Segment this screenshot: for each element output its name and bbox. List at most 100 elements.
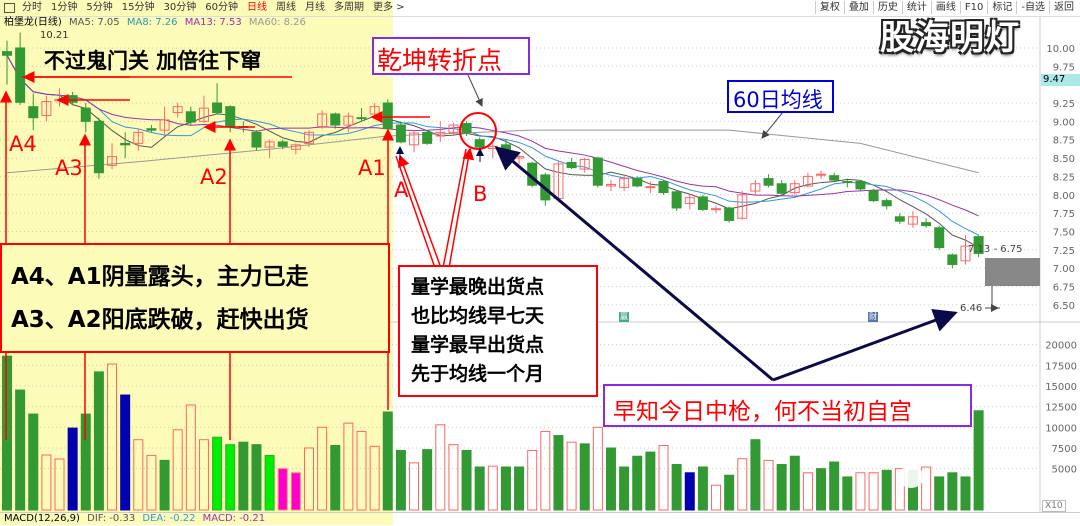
volume-bar (251, 444, 262, 511)
volume-bar (238, 441, 249, 511)
candle-body (605, 183, 616, 187)
candle-body (212, 102, 223, 114)
toolbar-button[interactable]: 统计 (901, 1, 931, 14)
volume-bar (15, 389, 26, 511)
ma8-line (6, 55, 979, 236)
toolbar-button[interactable]: 历史 (872, 1, 902, 14)
period-tab[interactable]: 更多 > (372, 2, 405, 13)
period-tab[interactable]: 1分钟 (51, 2, 78, 13)
period-tab[interactable]: 60分钟 (205, 2, 238, 13)
volume-bar (894, 468, 905, 511)
price-tick-label: 6.50 (1053, 301, 1075, 312)
period-tab[interactable]: 日线 (246, 2, 267, 13)
candle-body (317, 113, 328, 127)
volume-bar (632, 455, 643, 511)
toolbar-button[interactable]: 标记 (987, 1, 1016, 14)
candle-body (632, 178, 643, 187)
turning-point-box: 乾坤转折点 (372, 37, 530, 75)
volume-bar (448, 444, 459, 511)
volume-tick-label: 5000 (1052, 465, 1077, 476)
toolbar-button[interactable]: -自选 (1016, 1, 1049, 14)
volume-bar (776, 464, 787, 511)
volume-bar (80, 413, 91, 511)
period-tab[interactable]: 5分钟 (86, 2, 113, 13)
volume-tick-label: 12500 (1045, 403, 1077, 414)
period-toolbar: 复权 叠加 历史 统计 画线 F10 标记 -自选 返回 分时 1分钟 5分钟 15分钟 30分钟 60分… (0, 0, 1080, 17)
volume-tick-label: 17500 (1045, 361, 1077, 372)
volume-bar (921, 466, 932, 511)
label-a1: A1 (358, 156, 386, 180)
cai-badge[interactable]: 财 (868, 312, 878, 322)
candle-body (816, 173, 827, 176)
annotation-title-left: 不过鬼门关 加倍往下窜 (44, 49, 262, 73)
candle-body (894, 216, 905, 222)
volume-tick-label: 7500 (1052, 444, 1077, 455)
candle-body (107, 156, 118, 166)
win-badge[interactable]: 赢 (619, 312, 629, 322)
toolbar-button[interactable]: 画线 (930, 1, 960, 14)
period-tab[interactable]: 分时 (22, 2, 42, 13)
period-tab[interactable]: 周线 (275, 2, 296, 13)
price-tick-label: 8.25 (1053, 172, 1075, 183)
volume-bar (527, 449, 538, 511)
candle-body (619, 178, 630, 188)
candle-body (343, 115, 354, 126)
price-tick-label: 8.00 (1053, 191, 1075, 202)
toolbar-button[interactable]: 叠加 (843, 1, 873, 14)
middle-box-line: 也比均线早七天 (411, 305, 545, 327)
label-a3: A3 (55, 156, 83, 180)
period-tab[interactable]: 30分钟 (163, 2, 197, 13)
volume-bar (855, 472, 866, 511)
volume-bar (67, 427, 78, 511)
volume-bar (356, 430, 367, 511)
regret-box: 早知今日中枪，何不当初自宫 (603, 384, 972, 427)
price-tick-label: 7.00 (1053, 264, 1075, 275)
candle-body (225, 106, 236, 127)
candle-body (330, 113, 341, 126)
period-tab[interactable]: 月线 (304, 2, 325, 13)
candle-body (842, 181, 853, 184)
red-double-arrow (395, 155, 436, 269)
macd-name[interactable]: MACD(12,26,9) (0, 513, 80, 524)
volume-bar (409, 462, 420, 511)
left-box-line: A4、A1阴量露头，主力已走 (11, 264, 309, 290)
volume-bar (303, 447, 314, 511)
period-tab[interactable]: 15分钟 (121, 2, 155, 13)
ma-info-bar: 柏堡龙(日线) MA5: 7.05 MA8: 7.26 MA13: 7.53 M… (4, 17, 310, 28)
candle-body (159, 119, 170, 131)
panel-toggle-icon[interactable] (4, 3, 15, 13)
navy-arrow-to-b (494, 146, 774, 382)
left-annotation-box: A4、A1阴量露头，主力已走 A3、A2阳底跌破，赶快出货 (0, 243, 390, 353)
candle-body (277, 141, 288, 147)
stock-name[interactable]: 柏堡龙(日线) (4, 17, 62, 28)
volume-bar (28, 413, 39, 511)
period-tab[interactable]: 多周期 (333, 2, 364, 13)
label-a2: A2 (200, 165, 228, 189)
volume-bar (290, 472, 301, 511)
price-tick-label: 9.00 (1053, 117, 1075, 128)
red-double-arrow (397, 154, 442, 269)
toolbar-button[interactable]: 返回 (1049, 1, 1078, 14)
volume-bar (960, 476, 971, 511)
turning-point-text: 乾坤转折点 (377, 46, 503, 75)
macd-dif: DIF: -0.33 (87, 513, 136, 524)
price-tick-label: 9.25 (1053, 99, 1075, 110)
volume-bar (619, 466, 630, 511)
navy-arrow-to-low (772, 308, 958, 382)
volume-bar (225, 444, 236, 511)
volume-unit-label: X10 (1042, 500, 1066, 512)
middle-annotation-box: 量学最晚出货点 也比均线早七天 量学最早出货点 先于均线一个月 (398, 265, 598, 397)
ma60-value: MA60: 8.26 (248, 17, 306, 28)
candle-body (93, 120, 104, 174)
regret-text: 早知今日中枪，何不当初自宫 (613, 399, 912, 425)
left-box-line: A3、A2阳底跌破，赶快出货 (11, 307, 309, 333)
ma5-line (6, 55, 979, 248)
price-tick-label: 7.50 (1053, 227, 1075, 238)
volume-bar (645, 451, 656, 511)
toolbar-button[interactable]: F10 (959, 1, 987, 14)
ma60-label-text: 60日均线 (733, 88, 823, 112)
toolbar-button[interactable]: 复权 (814, 1, 844, 14)
watermark: 股海明灯 (880, 18, 1020, 58)
volume-bar (2, 355, 12, 511)
toolbar-button-group: 复权 叠加 历史 统计 画线 F10 标记 -自选 返回 (814, 1, 1078, 14)
